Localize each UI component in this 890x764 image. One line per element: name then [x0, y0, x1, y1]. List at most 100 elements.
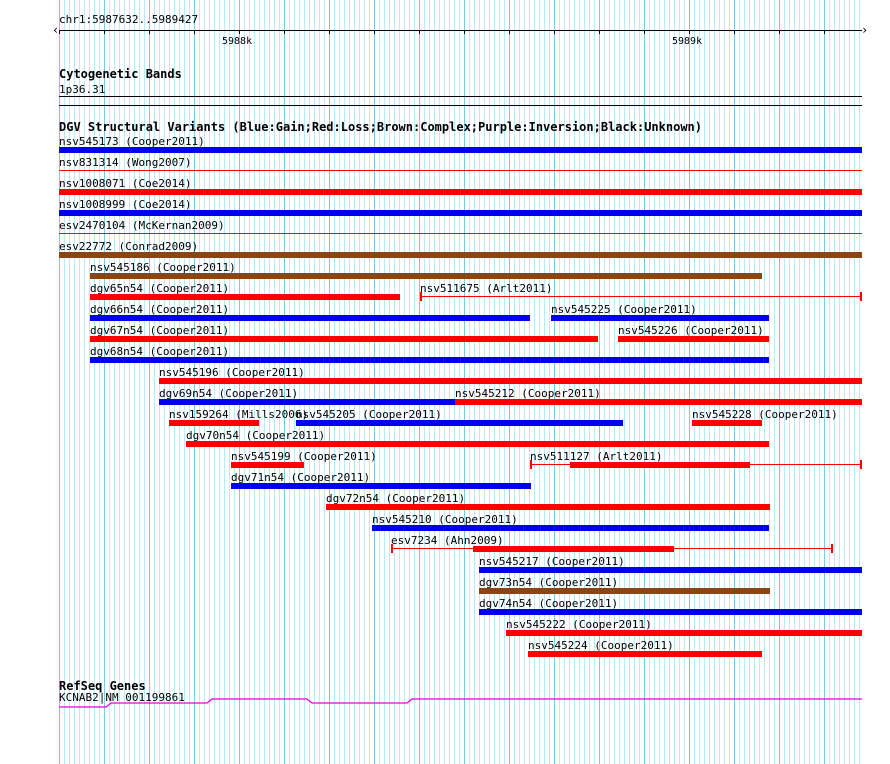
dgv-feature-label[interactable]: nsv511675 (Arlt2011)	[420, 282, 553, 295]
dgv-feature-label[interactable]: esv22772 (Conrad2009)	[59, 240, 199, 253]
gridline	[94, 0, 95, 764]
dgv-feature-bar[interactable]	[90, 357, 769, 363]
dgv-feature-label[interactable]: nsv831314 (Wong2007)	[59, 156, 192, 169]
dgv-feature-label[interactable]: dgv65n54 (Cooper2011)	[90, 282, 230, 295]
ruler-tick	[419, 30, 420, 34]
dgv-feature-bar[interactable]	[59, 252, 862, 258]
dgv-feature-bar[interactable]	[473, 546, 674, 552]
dgv-feature-bar[interactable]	[231, 483, 531, 489]
ruler-right-arrow-icon: ›	[861, 23, 869, 37]
dgv-feature-label[interactable]: nsv159264 (Mills2006)	[169, 408, 309, 421]
dgv-feature-label[interactable]: dgv66n54 (Cooper2011)	[90, 303, 230, 316]
dgv-feature-label[interactable]: nsv1008999 (Coe2014)	[59, 198, 192, 211]
gridline	[69, 0, 70, 764]
refseq-track-title: RefSeq Genes	[59, 679, 146, 693]
gridline	[64, 0, 65, 764]
dgv-feature-label[interactable]: dgv68n54 (Cooper2011)	[90, 345, 230, 358]
gridline	[124, 0, 125, 764]
dgv-feature-label[interactable]: nsv545224 (Cooper2011)	[528, 639, 674, 652]
dgv-feature-label[interactable]: nsv545173 (Cooper2011)	[59, 135, 205, 148]
ruler-tick-label: 5989k	[672, 36, 703, 47]
dgv-feature-bar[interactable]	[372, 525, 769, 531]
dgv-feature-cap-right	[860, 292, 862, 301]
ruler-left-arrow-icon: ‹	[52, 23, 60, 37]
dgv-feature-label[interactable]: dgv72n54 (Cooper2011)	[326, 492, 466, 505]
ruler-tick	[329, 30, 330, 34]
dgv-feature-label[interactable]: nsv545186 (Cooper2011)	[90, 261, 236, 274]
dgv-feature-label[interactable]: nsv1008071 (Coe2014)	[59, 177, 192, 190]
ruler-tick	[689, 30, 690, 34]
dgv-feature-label[interactable]: esv2470104 (McKernan2009)	[59, 219, 225, 232]
dgv-feature-cap-left	[420, 292, 422, 301]
dgv-feature-thin-line[interactable]	[59, 233, 862, 234]
dgv-feature-label[interactable]: nsv545217 (Cooper2011)	[479, 555, 625, 568]
dgv-feature-bar[interactable]	[618, 336, 769, 342]
locus-label: chr1:5987632..5989427	[59, 13, 199, 26]
gridline	[59, 0, 60, 764]
dgv-feature-cap-right	[831, 544, 833, 553]
ruler-tick	[104, 30, 105, 34]
dgv-feature-label[interactable]: nsv545210 (Cooper2011)	[372, 513, 518, 526]
dgv-feature-bar[interactable]	[90, 273, 762, 279]
dgv-feature-bar[interactable]	[90, 294, 400, 300]
cytoband-label: 1p36.31	[59, 83, 106, 96]
dgv-feature-bar[interactable]	[528, 651, 762, 657]
dgv-feature-bar[interactable]	[59, 189, 862, 195]
dgv-feature-span-line[interactable]	[420, 296, 862, 297]
dgv-feature-bar[interactable]	[570, 462, 750, 468]
dgv-feature-cap-left	[391, 544, 393, 553]
dgv-feature-label[interactable]: nsv545225 (Cooper2011)	[551, 303, 697, 316]
dgv-feature-cap-right	[860, 460, 862, 469]
gridline	[84, 0, 85, 764]
dgv-feature-bar[interactable]	[59, 147, 862, 153]
dgv-feature-bar[interactable]	[59, 210, 862, 216]
dgv-feature-label[interactable]: nsv545226 (Cooper2011)	[618, 324, 764, 337]
dgv-feature-label[interactable]: nsv545212 (Cooper2011)	[455, 387, 601, 400]
dgv-feature-bar[interactable]	[326, 504, 770, 510]
dgv-feature-bar[interactable]	[169, 420, 259, 426]
dgv-feature-label[interactable]: nsv545228 (Cooper2011)	[692, 408, 838, 421]
dgv-feature-bar[interactable]	[692, 420, 762, 426]
ruler-tick	[599, 30, 600, 34]
ruler-tick	[149, 30, 150, 34]
dgv-feature-label[interactable]: esv7234 (Ahn2009)	[391, 534, 504, 547]
dgv-feature-bar[interactable]	[159, 378, 862, 384]
gridline	[99, 0, 100, 764]
track-separator-top	[59, 105, 862, 106]
gridline	[109, 0, 110, 764]
dgv-feature-bar[interactable]	[90, 336, 598, 342]
dgv-feature-bar[interactable]	[479, 609, 862, 615]
dgv-feature-bar[interactable]	[551, 315, 769, 321]
dgv-feature-bar[interactable]	[455, 399, 862, 405]
dgv-feature-label[interactable]: dgv67n54 (Cooper2011)	[90, 324, 230, 337]
gridline	[139, 0, 140, 764]
dgv-feature-thin-line[interactable]	[59, 170, 862, 171]
dgv-feature-label[interactable]: nsv511127 (Arlt2011)	[530, 450, 663, 463]
dgv-feature-bar[interactable]	[186, 441, 769, 447]
dgv-feature-label[interactable]: dgv70n54 (Cooper2011)	[186, 429, 326, 442]
dgv-feature-bar[interactable]	[479, 588, 770, 594]
ruler-tick	[824, 30, 825, 34]
ruler-tick	[284, 30, 285, 34]
ruler-tick	[554, 30, 555, 34]
dgv-feature-label[interactable]: dgv71n54 (Cooper2011)	[231, 471, 371, 484]
dgv-feature-label[interactable]: dgv73n54 (Cooper2011)	[479, 576, 619, 589]
ruler-tick	[644, 30, 645, 34]
ruler-tick-label: 5988k	[222, 36, 253, 47]
dgv-feature-bar[interactable]	[296, 420, 623, 426]
dgv-feature-label[interactable]: nsv545222 (Cooper2011)	[506, 618, 652, 631]
dgv-feature-label[interactable]: nsv545196 (Cooper2011)	[159, 366, 305, 379]
gridline	[104, 0, 105, 764]
dgv-feature-bar[interactable]	[90, 315, 530, 321]
dgv-feature-label[interactable]: nsv545205 (Cooper2011)	[296, 408, 442, 421]
gridline	[129, 0, 130, 764]
dgv-feature-bar[interactable]	[506, 630, 862, 636]
dgv-feature-label[interactable]: dgv74n54 (Cooper2011)	[479, 597, 619, 610]
dgv-feature-label[interactable]: nsv545199 (Cooper2011)	[231, 450, 377, 463]
dgv-feature-bar[interactable]	[231, 462, 304, 468]
cytoband-track-title: Cytogenetic Bands	[59, 67, 182, 81]
dgv-feature-bar[interactable]	[479, 567, 862, 573]
dgv-feature-cap-left	[530, 460, 532, 469]
refseq-gene-model	[59, 698, 862, 708]
dgv-feature-label[interactable]: dgv69n54 (Cooper2011)	[159, 387, 299, 400]
